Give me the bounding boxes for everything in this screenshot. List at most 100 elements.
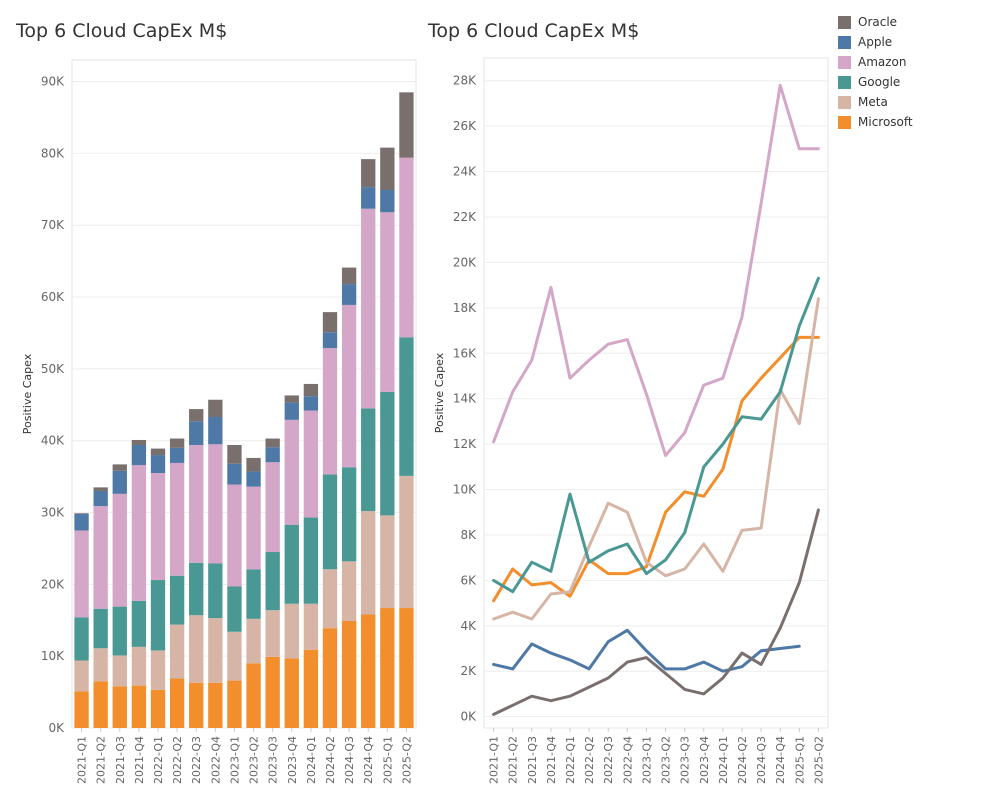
bar-segment-meta xyxy=(361,511,376,615)
bar-segment-microsoft xyxy=(93,681,108,728)
bar-segment-amazon xyxy=(227,484,242,587)
bar-segment-meta xyxy=(112,655,127,687)
y-tick-label: 16K xyxy=(453,346,477,360)
y-tick-label: 10K xyxy=(41,649,65,663)
y-tick-label: 20K xyxy=(453,255,477,269)
bar-segment-oracle xyxy=(284,395,299,403)
legend-item-oracle[interactable]: Oracle xyxy=(838,12,913,32)
bar-segment-microsoft xyxy=(399,608,414,728)
bar-segment-meta xyxy=(341,561,357,621)
y-tick-label: 20K xyxy=(41,577,65,591)
bar-segment-meta xyxy=(169,624,185,679)
y-tick-label: 28K xyxy=(453,74,477,88)
legend-label: Oracle xyxy=(858,15,898,29)
x-tick-label: 2023-Q1 xyxy=(640,736,653,784)
bar-segment-apple xyxy=(227,463,242,485)
bar-segment-microsoft xyxy=(189,682,204,728)
bar-segment-google xyxy=(380,391,395,516)
y-tick-label: 70K xyxy=(41,218,65,232)
legend-swatch xyxy=(838,15,851,29)
bar-segment-google xyxy=(303,517,319,604)
bar-segment-google xyxy=(150,580,166,651)
bar-segment-google xyxy=(322,474,338,570)
y-tick-label: 14K xyxy=(453,392,477,406)
x-tick-label: 2022-Q1 xyxy=(152,736,165,784)
bar-segment-apple xyxy=(341,284,357,305)
x-tick-label: 2022-Q4 xyxy=(621,736,634,784)
bar-segment-google xyxy=(189,562,204,616)
bar-segment-amazon xyxy=(93,506,108,609)
series-line-amazon xyxy=(492,83,820,457)
bar-segment-oracle xyxy=(303,383,319,397)
legend-item-meta[interactable]: Meta xyxy=(838,92,913,112)
bar-segment-apple xyxy=(208,416,223,445)
legend-label: Meta xyxy=(858,95,888,109)
bar-segment-oracle xyxy=(208,399,223,417)
bar-segment-meta xyxy=(227,631,242,681)
legend-item-amazon[interactable]: Amazon xyxy=(838,52,913,72)
bar-segment-amazon xyxy=(322,348,338,475)
bar-segment-microsoft xyxy=(284,658,299,728)
bar-segment-meta xyxy=(399,475,414,609)
x-tick-label: 2025-Q2 xyxy=(812,736,825,784)
legend-item-google[interactable]: Google xyxy=(838,72,913,92)
bar-segment-oracle xyxy=(380,147,395,191)
bar-segment-google xyxy=(131,600,147,647)
bar-segment-microsoft xyxy=(169,678,185,728)
bar-segment-google xyxy=(399,337,414,476)
y-tick-label: 26K xyxy=(453,119,477,133)
legend-swatch xyxy=(838,95,851,109)
x-tick-label: 2022-Q3 xyxy=(190,736,203,784)
legend: Oracle Apple Amazon Google Meta Microsof… xyxy=(838,12,913,132)
bar-segment-google xyxy=(93,608,108,649)
bar-segment-microsoft xyxy=(131,685,147,728)
x-tick-label: 2023-Q1 xyxy=(228,736,241,784)
bar-segment-microsoft xyxy=(74,691,89,728)
y-tick-label: 22K xyxy=(453,210,477,224)
bar-segment-meta xyxy=(284,603,299,659)
bar-segment-meta xyxy=(131,646,147,686)
bar-segment-meta xyxy=(189,615,204,683)
y-tick-label: 8K xyxy=(460,528,477,542)
y-tick-label: 10K xyxy=(453,483,477,497)
x-tick-label: 2021-Q1 xyxy=(488,736,501,784)
bar-segment-meta xyxy=(246,618,261,664)
bar-segment-google xyxy=(246,569,261,619)
left-chart-title: Top 6 Cloud CapEx M$ xyxy=(16,20,228,42)
series-line-apple xyxy=(492,628,801,673)
bar-segment-meta xyxy=(265,610,280,657)
x-tick-label: 2023-Q2 xyxy=(248,736,261,784)
bar-segment-google xyxy=(265,552,280,611)
x-tick-label: 2025-Q1 xyxy=(381,736,394,784)
bar-segment-oracle xyxy=(74,513,89,514)
x-tick-label: 2022-Q3 xyxy=(602,736,615,784)
legend-item-microsoft[interactable]: Microsoft xyxy=(838,112,913,132)
bar-segment-oracle xyxy=(227,444,242,464)
bar-segment-amazon xyxy=(74,530,89,618)
bar-segment-amazon xyxy=(131,465,147,601)
legend-item-apple[interactable]: Apple xyxy=(838,32,913,52)
bar-segment-oracle xyxy=(169,438,185,448)
bar-segment-amazon xyxy=(361,208,376,409)
x-tick-label: 2021-Q2 xyxy=(95,736,108,784)
bar-segment-microsoft xyxy=(227,680,242,728)
bar-segment-microsoft xyxy=(112,686,127,728)
bar-segment-amazon xyxy=(112,493,127,607)
legend-label: Microsoft xyxy=(858,115,913,129)
line-chart: 0K 2K 4K 6K 8K 10K 12K 14K 16K 18K 20K 22K 24K 26K 28K… xyxy=(433,57,829,784)
bar-segment-apple xyxy=(322,332,338,349)
x-tick-label: 2023-Q2 xyxy=(660,736,673,784)
legend-label: Apple xyxy=(858,35,893,49)
bar-segment-apple xyxy=(169,447,185,463)
x-tick-label: 2023-Q3 xyxy=(679,736,692,784)
bar-segment-google xyxy=(208,563,223,619)
bar-segment-apple xyxy=(380,190,395,213)
x-tick-label: 2022-Q2 xyxy=(583,736,596,784)
bar-segment-oracle xyxy=(399,92,414,158)
x-tick-label: 2023-Q3 xyxy=(267,736,280,784)
bar-segment-oracle xyxy=(131,439,147,445)
x-tick-label: 2022-Q1 xyxy=(564,736,577,784)
bar-segment-amazon xyxy=(246,486,261,570)
bar-segment-amazon xyxy=(189,444,204,563)
